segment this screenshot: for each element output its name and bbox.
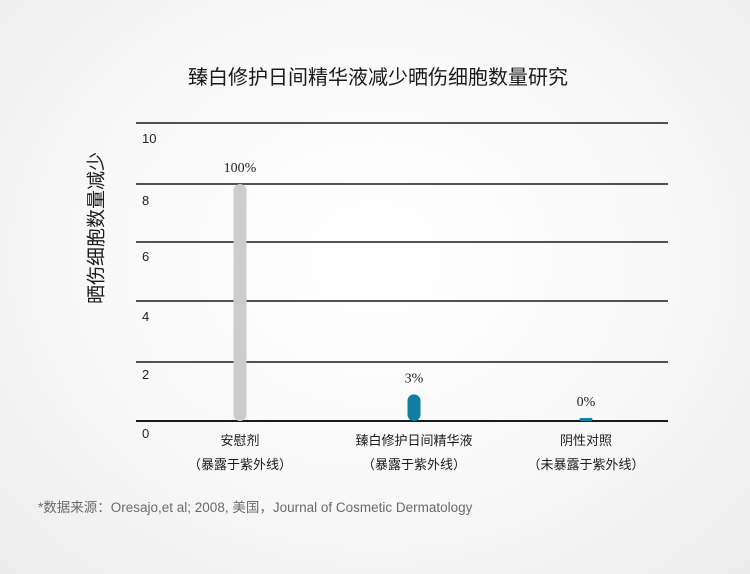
category-label: 臻白修护日间精华液 [355,433,472,449]
y-tick-label: 4 [142,309,149,324]
bar [233,184,247,421]
category-label: 安慰剂 [220,434,259,449]
source-footnote: *数据来源：Oresajo,et al; 2008, 美国，Journal of… [38,500,473,515]
category-label: 阴性对照 [560,434,612,449]
y-tick-label: 8 [142,193,149,208]
y-tick-label: 6 [142,249,149,264]
y-axis-title: 晒伤细胞数量减少 [86,152,108,304]
category-sublabel: （未暴露于紫外线） [527,458,644,473]
data-label: 0% [577,395,596,410]
data-label: 100% [224,161,257,176]
data-label: 3% [405,371,424,386]
y-axis-label: 晒伤细胞数量减少 [86,152,108,304]
y-tick-label: 0 [142,426,149,441]
data-labels: 100% 3% 0% [224,161,596,410]
bar [407,394,421,421]
y-tick-label: 2 [142,367,149,382]
chart-title: 臻白修护日间精华液减少晒伤细胞数量研究 [188,65,568,89]
bars [233,184,593,421]
y-ticks: 0 2 4 6 8 10 [142,131,156,441]
y-tick-label: 10 [142,131,156,146]
category-labels: 安慰剂 （暴露于紫外线） 臻白修护日间精华液 （暴露于紫外线） 阴性对照 （未暴露于紫外线… [188,433,645,473]
gridlines [136,122,668,422]
bar [579,418,593,421]
category-sublabel: （暴露于紫外线） [188,458,292,473]
category-sublabel: （暴露于紫外线） [362,458,466,473]
